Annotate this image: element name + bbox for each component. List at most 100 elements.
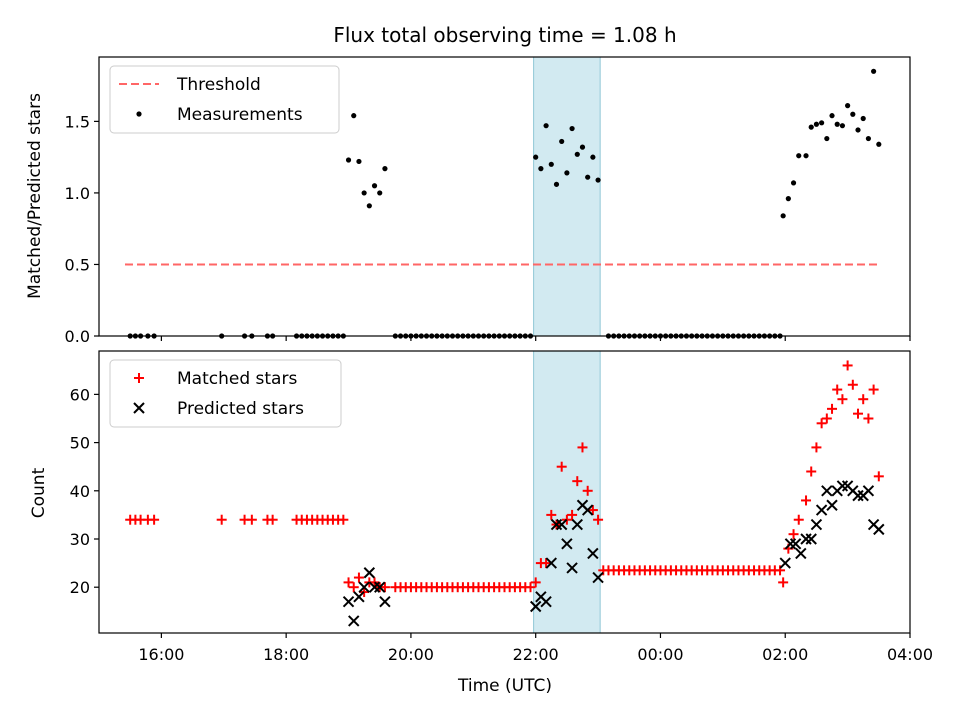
data-point xyxy=(356,158,362,165)
y-tick-label: 60 xyxy=(70,385,90,404)
x-tick-label: 16:00 xyxy=(138,645,184,664)
data-point-matched xyxy=(379,582,390,593)
data-point-matched xyxy=(842,360,853,371)
data-point-matched xyxy=(863,413,874,424)
legend-label: Predicted stars xyxy=(177,399,304,419)
data-point-matched xyxy=(873,471,884,482)
data-point-predicted xyxy=(795,547,807,560)
data-point-matched xyxy=(556,461,567,472)
data-point-matched xyxy=(816,418,827,429)
data-point xyxy=(796,153,802,159)
data-point xyxy=(824,135,830,142)
data-point xyxy=(382,166,388,172)
data-point-predicted xyxy=(561,538,573,550)
data-point-predicted xyxy=(374,581,386,593)
data-point-matched xyxy=(868,384,879,395)
data-point-matched xyxy=(806,466,817,477)
legend-key-measurements xyxy=(136,111,142,117)
x-tick-label: 04:00 xyxy=(887,645,933,664)
data-point-predicted xyxy=(862,485,875,497)
data-point-predicted xyxy=(789,538,802,550)
bottom-y-axis-label: Count xyxy=(29,467,49,518)
data-point xyxy=(860,115,866,122)
x-tick-label: 22:00 xyxy=(513,645,559,664)
data-point-matched xyxy=(246,514,257,525)
x-tick-label: 00:00 xyxy=(637,645,683,664)
chart-title: Flux total observing time = 1.08 h xyxy=(333,23,676,47)
data-point xyxy=(803,153,809,159)
data-point xyxy=(839,123,846,129)
y-tick-label: 20 xyxy=(70,578,90,597)
data-point-predicted xyxy=(540,595,552,608)
data-point xyxy=(829,113,835,119)
data-point-matched xyxy=(525,582,536,593)
data-point-predicted xyxy=(821,485,833,497)
data-point-matched xyxy=(267,514,278,525)
data-point-matched xyxy=(343,577,354,588)
data-point-predicted xyxy=(805,533,817,545)
data-point xyxy=(585,174,591,180)
data-point-predicted xyxy=(810,518,823,531)
data-point xyxy=(559,138,565,145)
data-point-predicted xyxy=(358,581,370,593)
y-tick-label: 1.0 xyxy=(65,184,90,203)
legend-label: Matched stars xyxy=(177,369,297,389)
data-point-matched xyxy=(853,408,864,419)
data-point-matched xyxy=(541,558,552,569)
data-point xyxy=(871,68,877,74)
data-point-matched xyxy=(338,514,349,525)
legend: Matched stars Predicted stars xyxy=(109,359,342,428)
top-y-axis-label: Matched/Predicted stars xyxy=(25,93,45,299)
data-point-matched xyxy=(572,476,583,487)
data-point-matched xyxy=(530,577,541,588)
data-point xyxy=(850,111,856,117)
data-point xyxy=(845,103,851,109)
y-tick-label: 50 xyxy=(70,434,90,453)
data-point xyxy=(377,190,383,196)
y-tick-label: 1.5 xyxy=(65,112,90,131)
data-point xyxy=(579,144,586,150)
data-point-matched xyxy=(793,514,804,525)
data-point-predicted xyxy=(342,595,355,608)
data-point-matched xyxy=(827,403,838,414)
data-point-predicted xyxy=(581,504,594,516)
shaded-interval xyxy=(533,56,601,337)
data-point xyxy=(533,154,539,160)
y-tick-label: 30 xyxy=(70,530,90,549)
data-point-predicted xyxy=(852,489,864,502)
x-tick-label: 02:00 xyxy=(762,645,808,664)
axes-frame xyxy=(98,350,911,634)
data-point-predicted xyxy=(571,518,583,531)
data-point-predicted xyxy=(353,591,365,603)
data-point-predicted xyxy=(836,480,849,492)
data-point xyxy=(345,157,352,163)
data-point-predicted xyxy=(379,595,391,608)
data-point xyxy=(808,124,814,130)
data-point-predicted xyxy=(348,615,360,627)
data-point-matched xyxy=(359,587,370,598)
top-panel: 0.0 0.5 1.0 1.5 Threshold Measurements xyxy=(65,56,911,346)
data-point-matched xyxy=(811,442,822,453)
data-point-predicted xyxy=(826,499,838,511)
data-point xyxy=(351,113,357,119)
data-point-matched xyxy=(788,529,799,540)
data-point-predicted xyxy=(566,562,578,574)
data-point-matched xyxy=(778,577,789,588)
data-point-matched xyxy=(561,514,572,525)
data-point xyxy=(538,166,544,172)
data-point xyxy=(548,161,554,167)
x-tick-label: 20:00 xyxy=(388,645,434,664)
data-point xyxy=(569,125,575,132)
legend-label: Measurements xyxy=(177,105,303,125)
data-point-predicted xyxy=(800,533,812,545)
data-point-matched xyxy=(821,413,832,424)
data-point-predicted xyxy=(550,518,563,531)
data-point-matched xyxy=(582,485,593,496)
axes-frame xyxy=(98,56,911,337)
data-point xyxy=(553,181,560,187)
data-point xyxy=(785,196,791,202)
data-point xyxy=(543,123,549,129)
y-tick-label: 0.0 xyxy=(65,327,90,346)
data-point-matched xyxy=(577,442,588,453)
